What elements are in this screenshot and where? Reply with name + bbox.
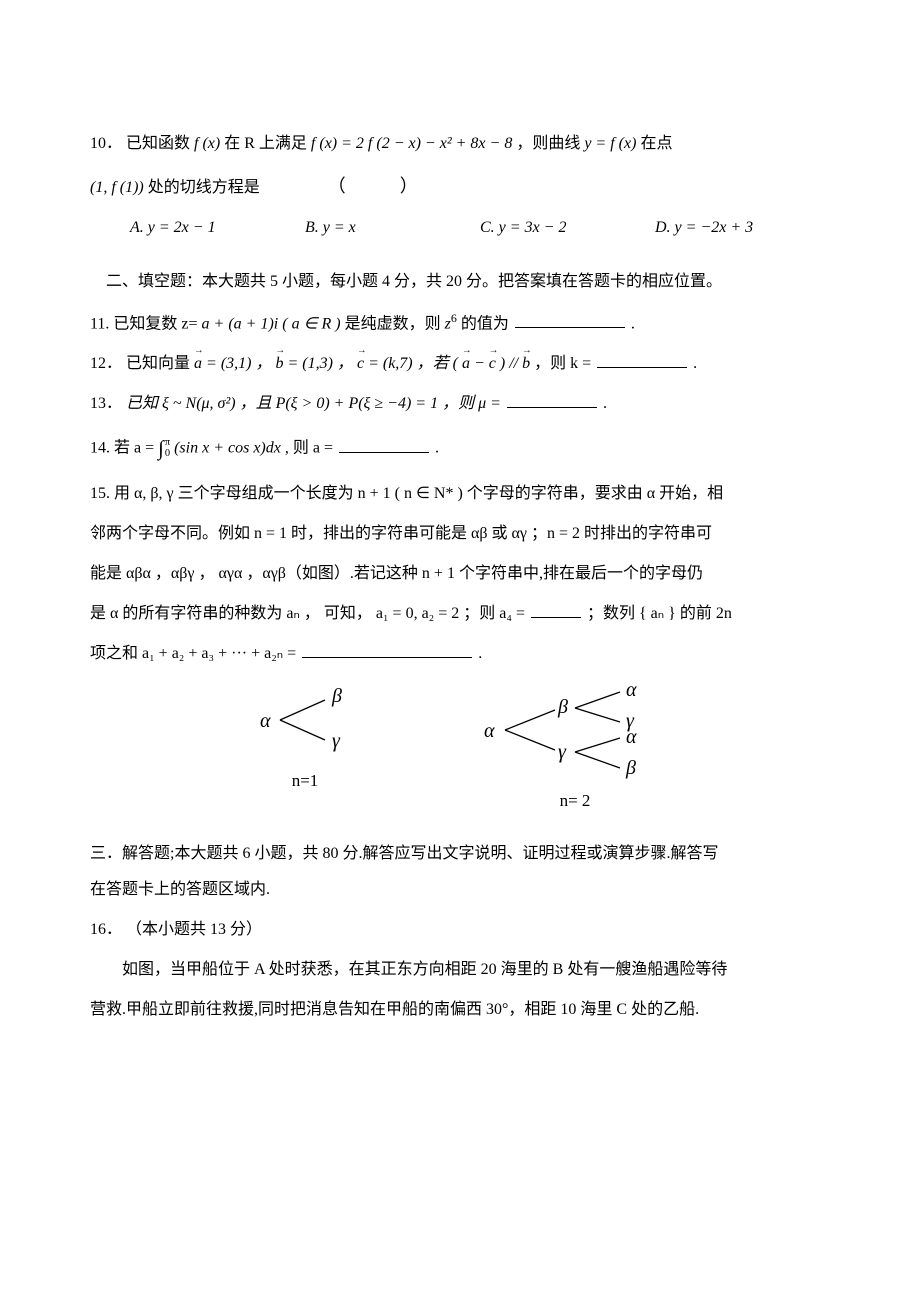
q16-l2: 营救.甲船立即前往救援,同时把消息告知在甲船的南偏西 30°，相距 10 海里 …: [90, 994, 830, 1026]
q11-z-sup: 6: [451, 311, 457, 325]
figure-n2: α β γ α γ α β n= 2: [470, 680, 680, 818]
q12-ea: = (3,1) ，: [206, 355, 271, 372]
n1-alpha: α: [260, 710, 271, 732]
q12-ec: = (k,7) ，若 (: [368, 355, 462, 372]
n2-beta: β: [557, 696, 568, 718]
q15-l4: 是 α 的所有字符串的种数为 aₙ ， 可知， a₁ = 0, a₂ = 2 ；…: [90, 598, 830, 630]
section-3-heading-a: 三．解答题;本大题共 6 小题，共 80 分.解答应写出文字说明、证明过程或演算…: [90, 838, 830, 870]
caption-n1: n=1: [240, 764, 370, 798]
q10-opt-b: B. y = x: [305, 212, 480, 244]
q13-a: 已知 ξ ~ N(μ, σ²) ，且 P(ξ > 0) + P(ξ ≥ −4) …: [126, 395, 505, 412]
q11-c: 的值为: [461, 315, 509, 332]
q15-l5a: 项之和 a₁ + a₂ + a₃ + ··· + a₂ₙ =: [90, 645, 300, 662]
tree-n1-icon: α β γ: [240, 680, 370, 760]
q11-b: 是纯虚数，则: [345, 315, 445, 332]
q15-blank1: [531, 599, 581, 618]
q14-integrand: (sin x + cos x)dx: [174, 440, 281, 457]
n1-gamma: γ: [332, 730, 341, 752]
figure-row: α β γ n=1 α β γ: [90, 680, 830, 818]
page: 10． 已知函数 f (x) 在 R 上满足 f (x) = 2 f (2 − …: [0, 0, 920, 1094]
q10-eq: f (x) = 2 f (2 − x) − x² + 8x − 8: [311, 135, 512, 152]
q10-text-c: ，则曲线: [516, 135, 584, 152]
q15-num: 15.: [90, 485, 110, 502]
n2-alpha2: α: [626, 680, 637, 701]
n2-alpha: α: [484, 720, 495, 742]
q16-num: 16．: [90, 921, 122, 938]
q15-l4b: ；数列 { aₙ } 的前 2n: [587, 605, 732, 622]
q16-pts: （本小题共 13 分）: [126, 921, 262, 938]
q10-opt-c: C. y = 3x − 2: [480, 212, 655, 244]
q11-d: .: [631, 315, 635, 332]
q11-num: 11.: [90, 315, 109, 332]
q10-text-b: 在 R 上满足: [224, 135, 311, 152]
q15-l1: 15. 用 α, β, γ 三个字母组成一个长度为 n + 1 ( n ∈ N*…: [90, 478, 830, 510]
figure-n1: α β γ n=1: [240, 680, 370, 818]
q12-num: 12．: [90, 355, 122, 372]
q10-num: 10．: [90, 135, 122, 152]
q11-paren: ( a ∈ R ): [282, 315, 340, 332]
q15-blank2: [302, 639, 472, 658]
q15-l5b: .: [478, 645, 482, 662]
q12-par: ) //: [500, 355, 522, 372]
integral-limits: π0: [164, 438, 170, 460]
q14-b: , 则 a =: [285, 440, 337, 457]
caption-n2: n= 2: [470, 784, 680, 818]
section-3-heading-b: 在答题卡上的答题区域内.: [90, 874, 830, 906]
q10-line2: (1, f (1)) 处的切线方程是 （ ）: [90, 168, 830, 204]
q10-opt-d: D. y = −2x + 3: [655, 212, 830, 244]
section-2-heading: 二、填空题：本大题共 5 小题，每小题 4 分，共 20 分。把答案填在答题卡的…: [90, 266, 830, 298]
q14-c: .: [435, 440, 439, 457]
q15-l5: 项之和 a₁ + a₂ + a₃ + ··· + a₂ₙ = .: [90, 638, 830, 670]
q14-blank: [339, 434, 429, 453]
q11-a: 已知复数 z=: [113, 315, 201, 332]
q14-a: 若 a =: [114, 440, 158, 457]
q15-l4a: 是 α 的所有字符串的种数为 aₙ ， 可知， a₁ = 0, a₂ = 2 ；…: [90, 605, 529, 622]
vec-c2: c: [489, 348, 496, 380]
q12: 12． 已知向量 a = (3,1) ， b = (1,3) ， c = (k,…: [90, 348, 830, 380]
vec-b: b: [276, 348, 284, 380]
vec-a2: a: [462, 348, 470, 380]
q10-line2-b: 处的切线方程是: [148, 179, 260, 196]
q13-blank: [507, 390, 597, 409]
q12-b: ，则 k =: [534, 355, 591, 372]
n2-beta2: β: [625, 757, 636, 779]
q14: 14. 若 a = ∫π0 (sin x + cos x)dx , 则 a = …: [90, 428, 830, 470]
tree-n2-icon: α β γ α γ α β: [470, 680, 680, 780]
q14-num: 14.: [90, 440, 110, 457]
q12-c: .: [693, 355, 697, 372]
q10-point: (1, f (1)): [90, 179, 144, 196]
q12-eb: = (1,3) ，: [288, 355, 353, 372]
q10-paren: （ ）: [328, 176, 418, 196]
q10-text-d: 在点: [640, 135, 672, 152]
q12-minus: −: [474, 355, 489, 372]
q13-b: .: [603, 395, 607, 412]
q10: 10． 已知函数 f (x) 在 R 上满足 f (x) = 2 f (2 − …: [90, 128, 830, 160]
q11-blank: [515, 310, 625, 329]
q15-l1a: 用 α, β, γ 三个字母组成一个长度为 n + 1 ( n ∈ N* ) 个…: [114, 485, 723, 502]
vec-b2: b: [522, 348, 530, 380]
q10-text-a: 已知函数: [126, 135, 194, 152]
q12-blank: [597, 350, 687, 369]
q15-l3: 能是 αβα ，αβγ ， αγα ，αγβ（如图）.若记这种 n + 1 个字…: [90, 558, 830, 590]
vec-a: a: [194, 348, 202, 380]
q12-a: 已知向量: [126, 355, 194, 372]
q10-options: A. y = 2x − 1 B. y = x C. y = 3x − 2 D. …: [90, 212, 830, 244]
int-lo: 0: [165, 449, 170, 460]
q11-expr: a + (a + 1)i: [202, 315, 279, 332]
n2-gamma: γ: [558, 741, 567, 763]
q16-head: 16． （本小题共 13 分）: [90, 914, 830, 946]
n1-beta: β: [331, 685, 342, 707]
q16-l1: 如图，当甲船位于 A 处时获悉，在其正东方向相距 20 海里的 B 处有一艘渔船…: [90, 954, 830, 986]
vec-c: c: [357, 348, 364, 380]
q10-fx: f (x): [194, 135, 220, 152]
q10-curve: y = f (x): [584, 135, 636, 152]
n2-alpha3: α: [626, 726, 637, 748]
q10-opt-a: A. y = 2x − 1: [130, 212, 305, 244]
q11: 11. 已知复数 z= a + (a + 1)i ( a ∈ R ) 是纯虚数，…: [90, 306, 830, 340]
q15-l2: 邻两个字母不同。例如 n = 1 时，排出的字符串可能是 αβ 或 αγ ；n …: [90, 518, 830, 550]
q13: 13． 已知 ξ ~ N(μ, σ²) ，且 P(ξ > 0) + P(ξ ≥ …: [90, 388, 830, 420]
q13-num: 13．: [90, 395, 122, 412]
